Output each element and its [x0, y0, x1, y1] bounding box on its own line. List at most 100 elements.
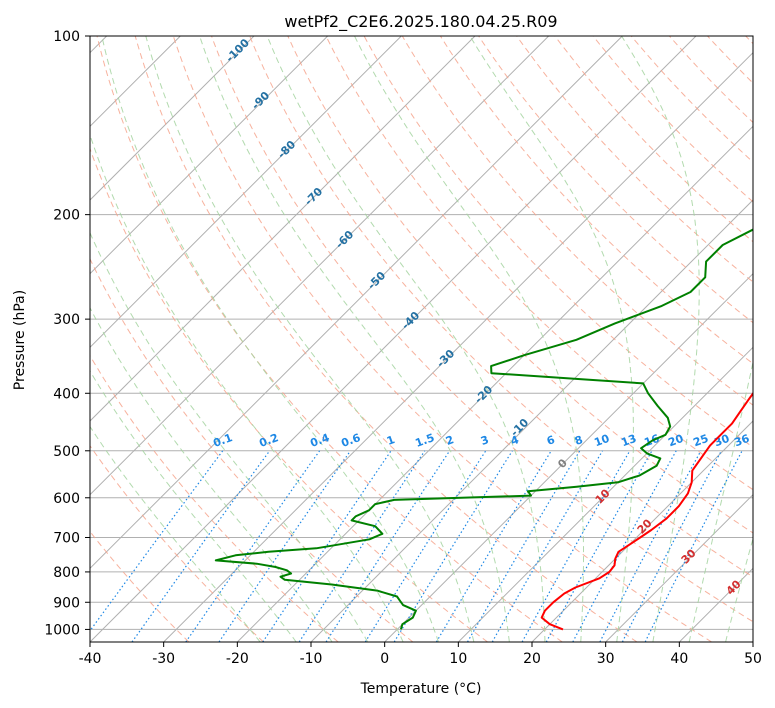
mixing-ratio-line [325, 450, 451, 642]
isotherm-line [90, 36, 623, 570]
dry-adiabat-line [630, 36, 753, 163]
plot-area: -100-90-80-70-60-50-40-30-20-10010203040… [90, 36, 753, 642]
mixing-ratio-label: 0.6 [339, 431, 362, 450]
moist-adiabat-line [145, 36, 475, 642]
y-tick-label: 400 [53, 386, 80, 402]
y-tick-label: 700 [53, 531, 80, 547]
x-tick-label: -30 [152, 651, 175, 667]
isotherm-line [384, 272, 753, 642]
isotherm-line [90, 36, 697, 642]
dry-adiabat-line [134, 36, 638, 642]
plot-frame [89, 35, 754, 643]
mixing-ratio-line [491, 450, 604, 642]
moist-adiabat-line [90, 231, 369, 642]
isotherm-line [236, 125, 753, 642]
dry-adiabat-line [325, 36, 753, 491]
dry-adiabat-line [211, 36, 753, 623]
moist-adiabat-line [101, 36, 439, 642]
isotherm-line [90, 36, 329, 275]
moist-adiabat-line [90, 133, 404, 642]
dry-adiabat-line [90, 444, 264, 642]
x-axis-title: Temperature (°C) [360, 681, 482, 697]
mixing-ratio-line [185, 450, 321, 642]
moist-adiabat-line [266, 36, 546, 642]
y-tick-label: 200 [53, 208, 80, 224]
mixing-ratio-label: 4 [509, 433, 521, 448]
moist-adiabat-line [725, 536, 753, 642]
y-tick-label: 600 [53, 491, 80, 507]
mixing-ratio-label: 8 [573, 433, 585, 448]
chart-title: wetPf2_C2E6.2025.180.04.25.R09 [284, 12, 557, 32]
dry-adiabat-line [516, 36, 753, 283]
isotherm-line [90, 36, 255, 201]
isotherm-line [163, 51, 753, 642]
mixing-ratio-line [131, 450, 271, 642]
isotherm-lines [90, 36, 753, 642]
moist-adiabat-line [90, 425, 261, 642]
mixing-ratio-label: 1 [385, 433, 397, 448]
dewpoint-profile [214, 228, 753, 630]
mixing-ratio-line [545, 450, 653, 642]
mixing-ratio-line [364, 450, 487, 642]
mixing-ratio-label: 25 [691, 432, 710, 449]
x-tick-label: 30 [597, 651, 615, 667]
moist-adiabat-line [90, 306, 333, 642]
mixing-ratio-line [521, 450, 631, 642]
isotherm-line [90, 36, 550, 496]
dry-adiabat-line [478, 36, 753, 324]
x-tick-label: -20 [226, 651, 249, 667]
mixing-ratio-label: 3 [479, 433, 491, 448]
x-tick-label: -40 [79, 651, 102, 667]
y-axis-title: Pressure (hPa) [12, 290, 28, 390]
temperature-profile [540, 391, 753, 631]
x-tick-label: 50 [744, 651, 762, 667]
isotherm-line [605, 493, 753, 642]
moist-adiabat-line [90, 370, 297, 642]
dry-adiabat-line [249, 36, 753, 578]
mixing-ratio-label: 6 [545, 433, 557, 448]
mixing-ratio-label: 2 [444, 433, 456, 448]
mixing-ratio-label: 13 [619, 432, 638, 449]
sounding-series [214, 228, 753, 631]
x-tick-label: 40 [670, 651, 688, 667]
isotherm-line [531, 420, 753, 642]
dry-adiabat-line [172, 36, 712, 642]
isotherm-line [90, 36, 402, 349]
mixing-ratio-label: 30 [712, 432, 731, 450]
mixing-ratio-label: 0.2 [257, 431, 280, 450]
mixing-ratio-label: 0.1 [211, 431, 234, 450]
y-tick-label: 500 [53, 444, 80, 460]
y-tick-label: 300 [53, 312, 80, 328]
dry-adiabat-line [363, 36, 753, 448]
y-tick-label: 100 [53, 29, 80, 45]
mixing-ratio-line [466, 450, 581, 642]
dry-adiabat-line [401, 36, 753, 406]
mixing-ratio-line [572, 450, 677, 642]
isotherm-line [457, 346, 753, 642]
x-tick-label: -10 [300, 651, 323, 667]
pressure-grid [90, 36, 753, 630]
mixing-ratio-label: 36 [732, 432, 751, 450]
x-tick-label: 0 [380, 651, 389, 667]
mixing-ratio-label: 10 [592, 432, 611, 450]
y-axis: 100 200 300 400 500 600 700 800 900 1000 [44, 29, 90, 638]
y-tick-label: 1000 [44, 622, 80, 638]
isotherm-line [90, 36, 476, 422]
x-axis: -40 -30 -20 -10 0 10 20 30 40 50 [79, 642, 762, 667]
mixing-ratio-label: 0.4 [308, 431, 331, 450]
x-tick-label: 20 [523, 651, 541, 667]
mixing-ratio-line [218, 450, 351, 642]
y-tick-label: 800 [53, 565, 80, 581]
mixing-ratio-label: 1.5 [413, 431, 436, 450]
mixing-ratio-line [435, 450, 552, 642]
moist-adiabat-line [469, 36, 634, 642]
moist-adiabat-line [621, 36, 700, 642]
x-tick-label: 10 [449, 651, 467, 667]
moist-adiabat-line [199, 36, 510, 642]
mixing-ratio-label: 20 [666, 432, 685, 450]
dry-adiabat-line [592, 36, 753, 203]
moist-adiabat-line [688, 360, 753, 642]
y-tick-label: 900 [53, 595, 80, 611]
